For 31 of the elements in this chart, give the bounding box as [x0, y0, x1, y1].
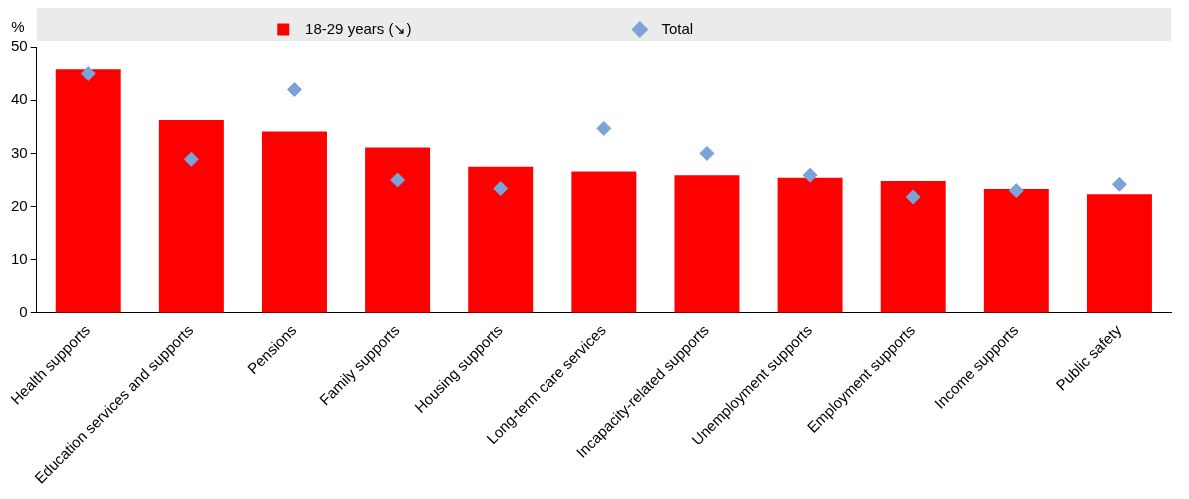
point: [183, 151, 199, 167]
point: [596, 120, 612, 136]
point: [493, 181, 509, 196]
bar: [365, 147, 431, 313]
y-tick-label: 30: [11, 143, 28, 161]
point: [390, 172, 406, 188]
bar: [55, 69, 121, 313]
point: [905, 189, 921, 205]
point: [1111, 176, 1127, 192]
point: [1008, 183, 1024, 199]
y-tick-label: 0: [19, 303, 28, 321]
bar: [983, 189, 1049, 313]
bar: [777, 177, 843, 313]
bar: [262, 131, 327, 313]
bar: [571, 171, 637, 313]
point: [802, 167, 818, 183]
legend-label: 18-29 years (↘): [296, 19, 620, 37]
bar: [1086, 194, 1152, 313]
point: [80, 66, 96, 82]
y-tick-label: 40: [11, 90, 28, 108]
bar: [880, 181, 946, 313]
y-tick-label: 20: [11, 196, 28, 214]
bar: [674, 175, 740, 313]
legend-label: Total: [653, 19, 902, 37]
y-tick-label: 10: [11, 249, 28, 267]
y-axis-title: %: [11, 17, 25, 35]
bar: [468, 166, 534, 313]
bar: [158, 119, 224, 313]
point: [286, 82, 302, 98]
point: [699, 145, 715, 161]
y-tick-label: 50: [11, 37, 28, 55]
